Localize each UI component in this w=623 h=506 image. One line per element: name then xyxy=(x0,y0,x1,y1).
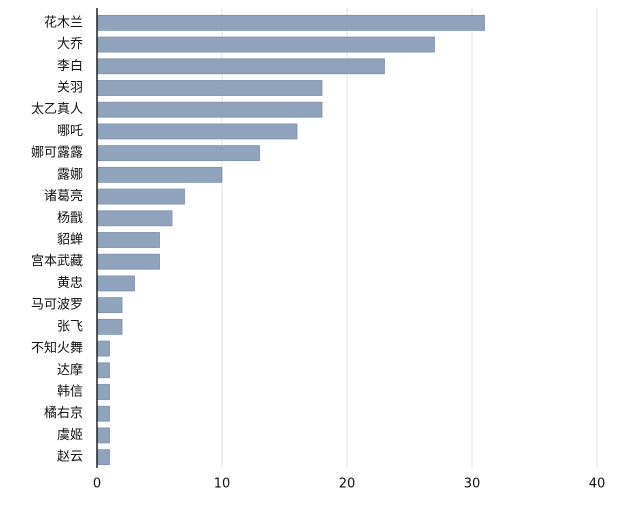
x-tick-label: 20 xyxy=(339,477,356,492)
bar xyxy=(96,14,485,31)
bar xyxy=(96,253,160,270)
y-tick-label: 赵云 xyxy=(57,450,83,465)
bar xyxy=(96,232,160,248)
bar xyxy=(96,166,223,183)
bar xyxy=(96,362,110,379)
y-tick-label: 哪吒 xyxy=(57,124,83,139)
bar xyxy=(96,449,110,466)
bar xyxy=(96,145,260,162)
x-tick-label: 30 xyxy=(464,477,481,492)
y-tick-label: 张飞 xyxy=(57,319,83,334)
y-tick-label: 诸葛亮 xyxy=(44,188,83,204)
y-tick-label: 杨戬 xyxy=(57,211,83,226)
x-tick-label: 0 xyxy=(93,477,101,492)
y-tick-label: 貂蝉 xyxy=(57,233,83,248)
bar xyxy=(96,275,135,292)
y-tick-label: 太乙真人 xyxy=(31,102,83,117)
y-tick-label: 大乔 xyxy=(57,37,83,52)
bar xyxy=(96,123,298,140)
y-tick-label: 橘右京 xyxy=(44,405,83,421)
y-tick-label: 李白 xyxy=(57,58,83,74)
bar xyxy=(96,297,123,314)
y-tick-label: 虞姬 xyxy=(57,428,83,443)
y-tick-label: 韩信 xyxy=(57,385,83,400)
bar xyxy=(96,58,385,75)
y-tick-label: 宫本武藏 xyxy=(31,254,83,269)
y-tick-label: 达摩 xyxy=(57,362,83,378)
bar xyxy=(96,405,110,422)
bar xyxy=(96,36,435,53)
y-tick-label: 黄忠 xyxy=(57,276,83,291)
bar xyxy=(96,80,323,96)
y-tick-label: 娜可露露 xyxy=(31,146,83,161)
bar xyxy=(96,210,173,227)
y-tick-label: 花木兰 xyxy=(44,14,83,30)
x-tick-label: 40 xyxy=(589,477,606,492)
x-tick-label: 10 xyxy=(214,477,231,492)
bar xyxy=(96,101,323,118)
y-tick-label: 不知火舞 xyxy=(31,340,83,356)
y-tick-label: 马可波罗 xyxy=(31,298,83,313)
bar xyxy=(96,340,110,357)
bar xyxy=(96,318,123,335)
y-tick-label: 露娜 xyxy=(57,167,83,182)
bar xyxy=(96,427,110,444)
bar xyxy=(96,188,185,205)
y-tick-label: 关羽 xyxy=(57,81,83,96)
bar xyxy=(96,384,110,400)
